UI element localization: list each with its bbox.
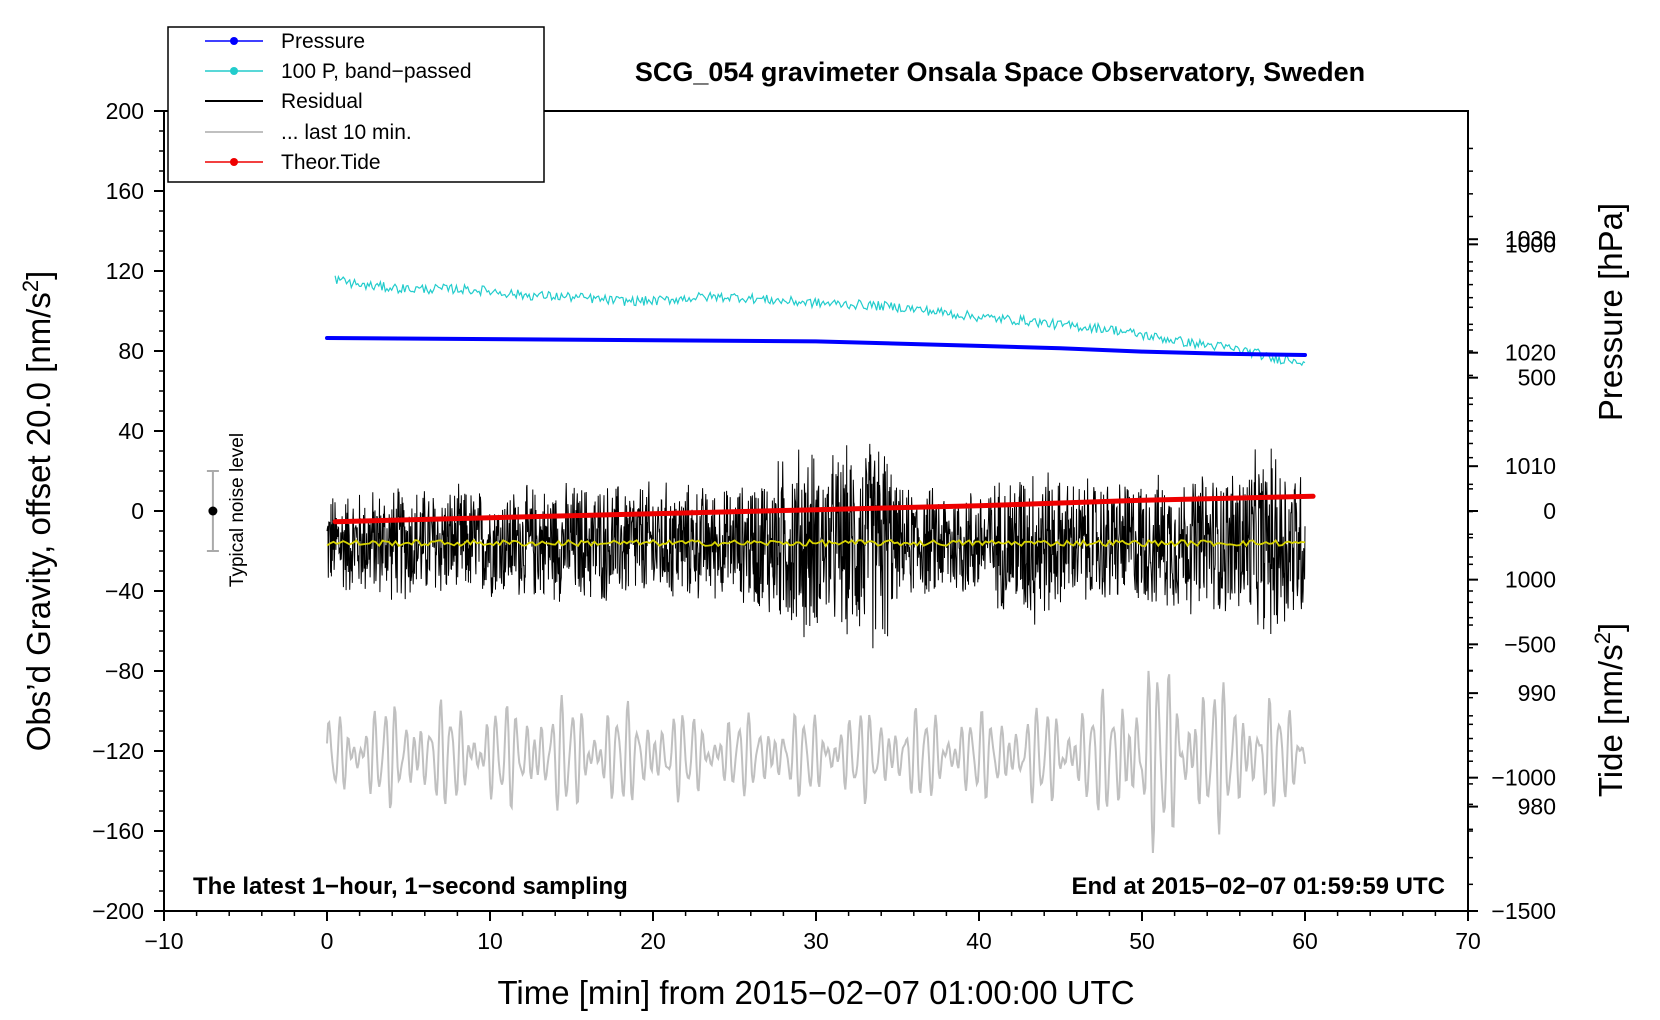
y-axis-title-left: Obs’d Gravity, offset 20.0 [nm/s2] xyxy=(18,271,57,752)
legend-label-last10: ... last 10 min. xyxy=(281,121,412,144)
y-tick-label: 120 xyxy=(106,258,144,284)
legend-box xyxy=(167,26,545,183)
x-tick-label: −10 xyxy=(144,928,183,954)
series-line-last-10-min xyxy=(326,670,1306,854)
pressure-axis-ticks: 1030 1020 1010 1000 990 980 xyxy=(1468,147,1556,831)
legend-label-pressure: Pressure xyxy=(281,30,365,53)
legend-label-bandpassed: 100 P, band−passed xyxy=(281,60,472,83)
y-tick-label: 0 xyxy=(131,498,144,524)
x-tick-label: 0 xyxy=(321,928,334,954)
legend-label-tide: Theor.Tide xyxy=(281,151,381,174)
series-line-theor-tide xyxy=(332,493,1316,525)
y-tick-label: 160 xyxy=(106,178,144,204)
legend-marker-bandpassed xyxy=(230,67,238,75)
footer-right-note: End at 2015−02−07 01:59:59 UTC xyxy=(1071,873,1445,900)
noise-bar-center-point xyxy=(208,506,218,516)
pressure-tick-label: 990 xyxy=(1518,680,1556,706)
y-axis-ticks: 200 160 120 80 40 0 −40 −80 −120 −160 −200 xyxy=(92,98,164,924)
series-line-residual xyxy=(326,443,1306,649)
y-tick-label: −40 xyxy=(105,578,144,604)
pressure-tick-label: 1020 xyxy=(1505,340,1556,366)
tide-tick-label: −1000 xyxy=(1491,765,1556,791)
x-tick-label: 20 xyxy=(640,928,666,954)
y-tick-label: −120 xyxy=(92,738,144,764)
pressure-tick-label: 1030 xyxy=(1505,226,1556,252)
y-tick-label: −200 xyxy=(92,898,144,924)
y-axis-title-pressure: Pressure [hPa] xyxy=(1592,203,1629,421)
series-line-residual-mean xyxy=(326,538,1306,548)
x-axis-title: Time [min] from 2015−02−07 01:00:00 UTC xyxy=(497,974,1134,1011)
x-tick-label: 40 xyxy=(966,928,992,954)
x-tick-label: 70 xyxy=(1455,928,1481,954)
noise-level-bar xyxy=(206,470,219,552)
legend-marker-tide xyxy=(230,158,238,166)
x-tick-label: 50 xyxy=(1129,928,1155,954)
series-line-band-passed xyxy=(334,274,1306,367)
tide-tick-label: 0 xyxy=(1543,498,1556,524)
y-tick-label: −80 xyxy=(105,658,144,684)
series-line-pressure xyxy=(325,336,1307,357)
y-tick-label: 80 xyxy=(118,338,144,364)
y-axis-title-tide: Tide [nm/s2] xyxy=(1590,623,1629,797)
x-tick-label: 10 xyxy=(477,928,503,954)
legend-label-residual: Residual xyxy=(281,90,363,113)
legend: Pressure 100 P, band−passed Residual ...… xyxy=(167,26,545,183)
pressure-tick-label: 980 xyxy=(1518,794,1556,820)
x-tick-label: 60 xyxy=(1292,928,1318,954)
pressure-tick-label: 1000 xyxy=(1505,567,1556,593)
y-tick-label: −160 xyxy=(92,818,144,844)
y-tick-label: 200 xyxy=(106,98,144,124)
tide-tick-label: −1500 xyxy=(1491,898,1556,924)
tide-tick-label: −500 xyxy=(1504,631,1556,657)
tide-tick-label: 1000 xyxy=(1505,231,1556,257)
legend-marker-pressure xyxy=(230,37,238,45)
y-tick-label: 40 xyxy=(118,418,144,444)
noise-level-label: Typical noise level xyxy=(227,433,248,587)
footer-left-note: The latest 1−hour, 1−second sampling xyxy=(193,873,628,900)
x-axis-ticks: −10 0 10 20 30 40 50 60 70 xyxy=(144,911,1481,954)
chart-title: SCG_054 gravimeter Onsala Space Observat… xyxy=(635,57,1365,87)
pressure-tick-label: 1010 xyxy=(1505,453,1556,479)
x-tick-label: 30 xyxy=(803,928,829,954)
series-layer xyxy=(325,274,1316,854)
tide-tick-label: 500 xyxy=(1518,365,1556,391)
tide-axis-ticks: 1000 500 0 −500 −1000 −1500 xyxy=(1468,231,1556,924)
